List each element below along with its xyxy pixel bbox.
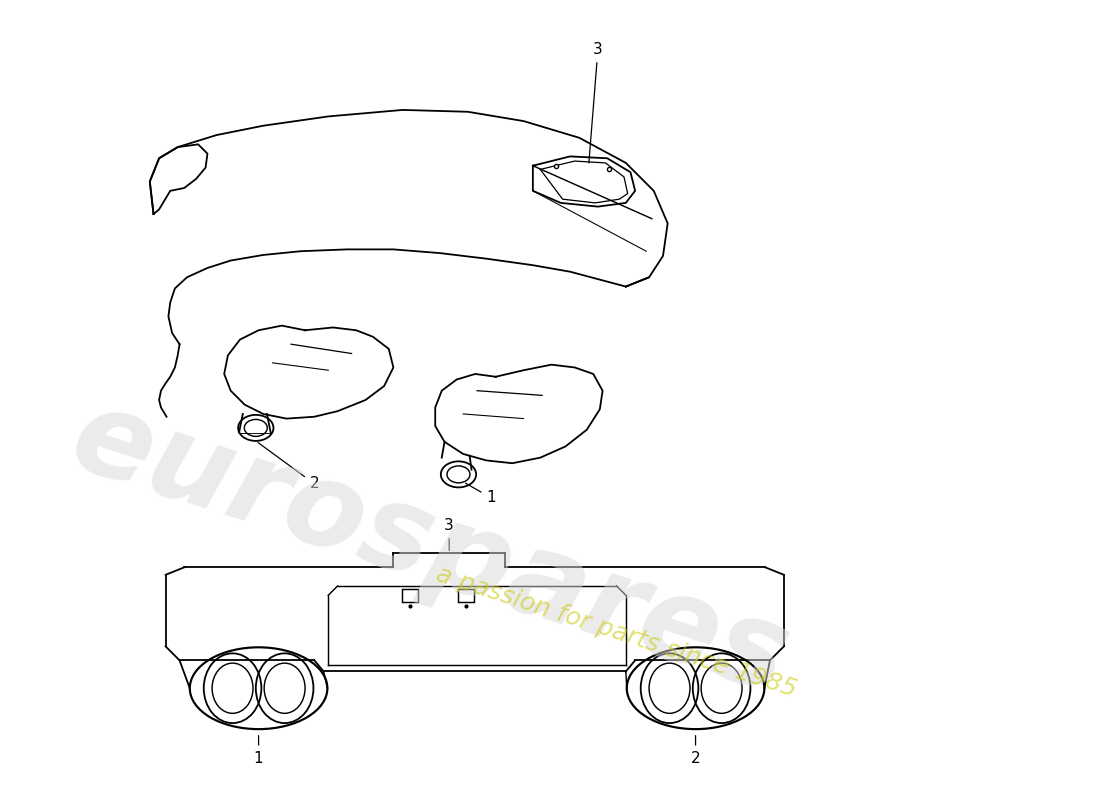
Text: 3: 3 [588, 42, 603, 163]
Bar [458, 589, 474, 602]
Bar [402, 589, 418, 602]
Text: eurospares: eurospares [58, 378, 803, 718]
Text: 2: 2 [691, 736, 701, 766]
Text: 3: 3 [444, 518, 454, 550]
Text: a passion for parts since 1985: a passion for parts since 1985 [433, 562, 800, 702]
Text: 1: 1 [465, 483, 496, 506]
Text: 1: 1 [254, 736, 263, 766]
Text: 2: 2 [258, 442, 319, 491]
